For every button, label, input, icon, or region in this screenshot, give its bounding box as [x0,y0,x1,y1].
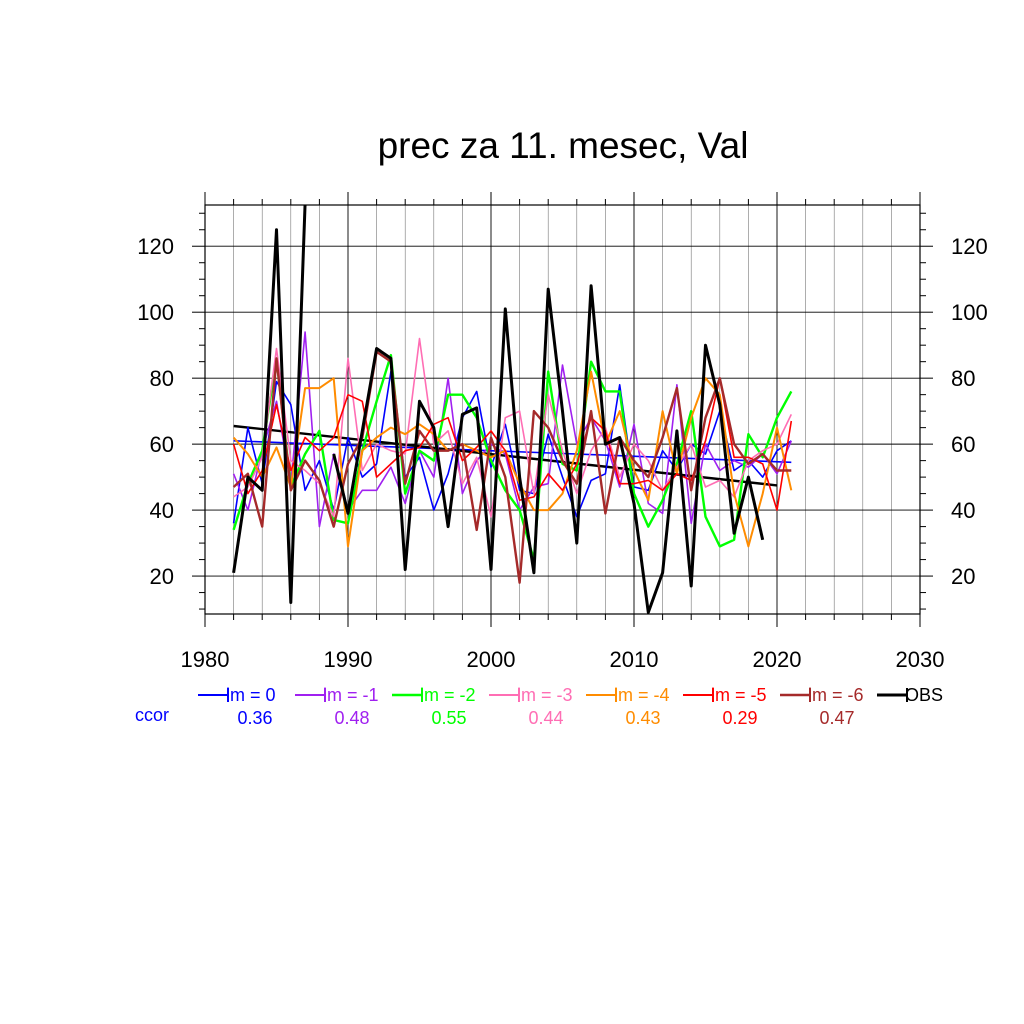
y-tick-label-left: 40 [150,498,174,523]
ccor-value: 0.47 [819,708,854,728]
y-tick-label-right: 120 [951,234,988,259]
legend-label: lm = -2 [420,685,476,705]
y-tick-label-right: 80 [951,366,975,391]
ccor-value: 0.48 [334,708,369,728]
legend-label: OBS [905,685,943,705]
series-line-obs [232,205,765,614]
y-tick-label-right: 40 [951,498,975,523]
y-tick-label-right: 60 [951,432,975,457]
y-tick-label-left: 80 [150,366,174,391]
ccor-value: 0.36 [237,708,272,728]
ccor-label: ccor [135,705,169,725]
ccor-value: 0.43 [625,708,660,728]
legend-label: lm = 0 [226,685,276,705]
series-layer [232,205,793,614]
legend: lm = 0 0.36 lm = -1 0.48 lm = -2 0.55 lm = -3 0… [198,685,943,728]
x-tick-label: 2030 [896,647,945,672]
y-tick-label-left: 20 [150,564,174,589]
y-tick-label-right: 100 [951,300,988,325]
x-tick-label: 2020 [753,647,802,672]
x-tick-label: 1990 [324,647,373,672]
x-tick-label: 2010 [610,647,659,672]
x-tick-label: 1980 [181,647,230,672]
plot-frame [204,204,921,615]
legend-label: lm = -5 [711,685,767,705]
ccor-value: 0.29 [722,708,757,728]
chart-title: prec za 11. mesec, Val [378,125,749,166]
legend-label: lm = -1 [323,685,379,705]
y-tick-label-left: 60 [150,432,174,457]
ccor-value: 0.44 [528,708,563,728]
series-line-lm-4 [232,370,793,548]
legend-label: lm = -3 [517,685,573,705]
y-tick-label-right: 20 [951,564,975,589]
ccor-value: 0.55 [431,708,466,728]
y-tick-label-left: 120 [137,234,174,259]
legend-label: lm = -6 [808,685,864,705]
x-tick-label: 2000 [467,647,516,672]
y-tick-label-left: 100 [137,300,174,325]
legend-label: lm = -4 [614,685,670,705]
ticks-layer [192,192,933,627]
